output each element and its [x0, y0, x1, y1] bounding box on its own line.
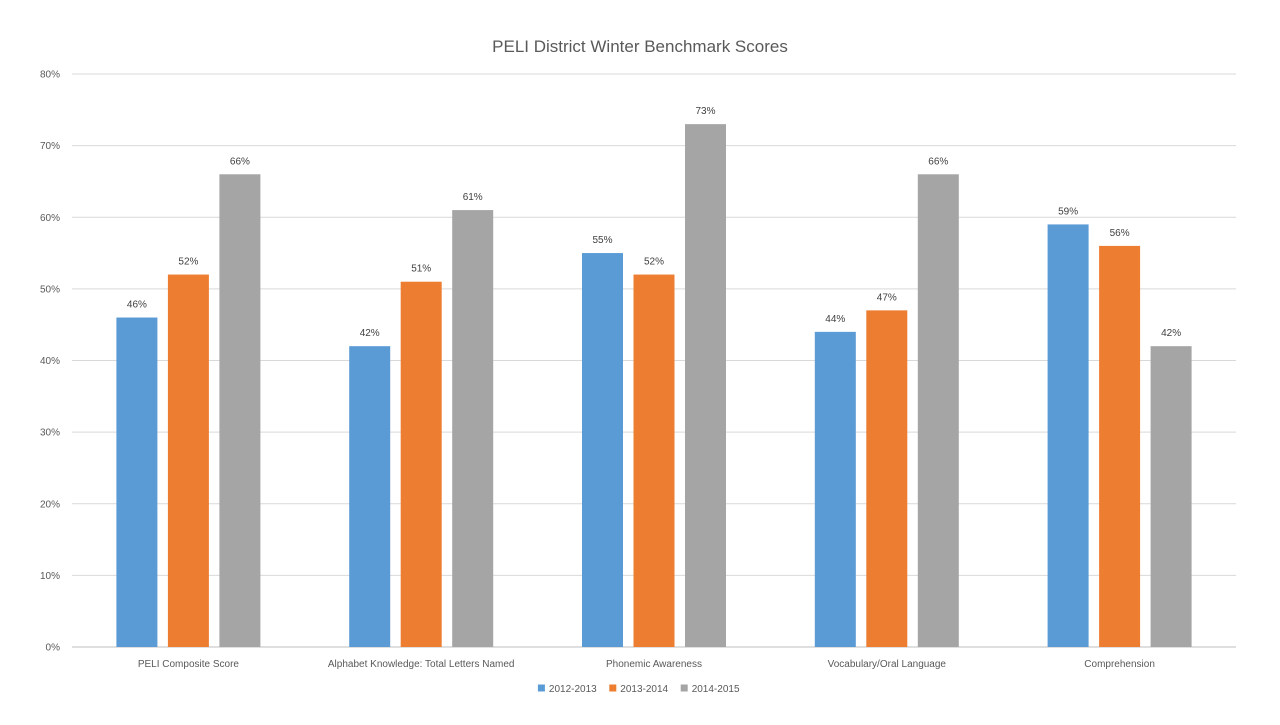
category-label: Phonemic Awareness	[606, 659, 702, 670]
bar	[452, 210, 494, 647]
bar	[633, 274, 675, 647]
data-label: 42%	[360, 328, 380, 339]
category-label: Alphabet Knowledge: Total Letters Named	[328, 659, 515, 670]
bar	[349, 346, 391, 647]
data-labels: 46% 52% 66% 42% 51% 61% 55% 52% 73% 44% 47% 66% 59% 5…	[127, 106, 1181, 339]
bar	[219, 174, 261, 647]
y-tick-label: 0%	[46, 643, 61, 654]
data-label: 61%	[463, 192, 483, 203]
y-tick-label: 50%	[40, 284, 60, 295]
bar	[814, 331, 856, 647]
y-tick-label: 10%	[40, 571, 60, 582]
y-tick-label: 30%	[40, 428, 60, 439]
bar	[866, 310, 908, 647]
data-label: 51%	[411, 264, 431, 275]
data-label: 59%	[1058, 206, 1078, 217]
data-label: 55%	[592, 235, 612, 246]
y-tick-label: 60%	[40, 213, 60, 224]
data-label: 56%	[1110, 228, 1130, 239]
legend: 2012-2013 2013-2014 2014-2015	[537, 684, 740, 695]
legend-swatch	[537, 684, 545, 692]
data-label: 42%	[1161, 328, 1181, 339]
category-label: Vocabulary/Oral Language	[828, 659, 947, 670]
data-label: 52%	[178, 257, 198, 268]
y-axis-ticks: 0% 10% 20% 30% 40% 50% 60% 70% 80%	[40, 70, 60, 654]
bars	[116, 124, 1192, 647]
y-tick-label: 80%	[40, 70, 60, 81]
y-tick-label: 70%	[40, 141, 60, 152]
y-tick-label: 20%	[40, 499, 60, 510]
bar	[1099, 245, 1141, 647]
bar	[1047, 224, 1089, 647]
bar	[917, 174, 959, 647]
x-axis-categories: PELI Composite Score Alphabet Knowledge: …	[138, 659, 1155, 670]
legend-swatch	[680, 684, 688, 692]
data-label: 46%	[127, 300, 147, 311]
bar	[116, 317, 158, 647]
bar	[1150, 346, 1192, 647]
chart-title: PELI District Winter Benchmark Scores	[492, 37, 788, 56]
bar	[582, 253, 623, 647]
data-label: 52%	[644, 257, 664, 268]
category-label: Comprehension	[1084, 659, 1155, 670]
legend-swatch	[609, 684, 617, 692]
data-label: 66%	[928, 156, 948, 167]
legend-label: 2014-2015	[692, 684, 740, 695]
bar	[400, 281, 442, 647]
legend-label: 2012-2013	[549, 684, 597, 695]
data-label: 44%	[825, 314, 845, 325]
data-label: 66%	[230, 156, 250, 167]
bar	[167, 274, 209, 647]
category-label: PELI Composite Score	[138, 659, 240, 670]
legend-label: 2013-2014	[620, 684, 668, 695]
data-label: 47%	[877, 292, 897, 303]
y-tick-label: 40%	[40, 356, 60, 367]
bar	[685, 124, 726, 647]
data-label: 73%	[695, 106, 715, 117]
